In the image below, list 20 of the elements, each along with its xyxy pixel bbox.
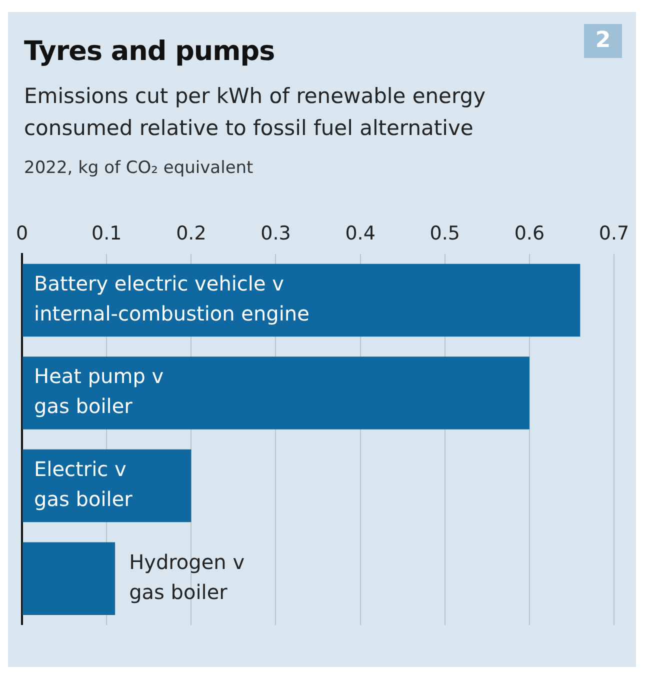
x-tick-label: 0.3 (260, 222, 291, 244)
y-tick-label: Electric v gas boiler (34, 457, 134, 512)
bar (22, 356, 530, 430)
x-axis-title: 2022, kg of CO₂ equivalent (24, 158, 254, 178)
x-tick-label: 0.5 (430, 222, 460, 244)
x-tick-label: 0.6 (514, 222, 545, 244)
x-tick-label: 0.1 (92, 222, 122, 244)
chart-title: Tyres and pumps (24, 36, 275, 67)
x-tick-label: 0.7 (598, 222, 630, 244)
chart-subtitle: Emissions cut per kWh of renewable energy consumed relative to fossil fuel alternative (24, 83, 486, 142)
text: 2 (584, 24, 622, 58)
bar (22, 542, 116, 615)
bar (22, 264, 580, 337)
x-tick-label: 0 (16, 222, 28, 244)
x-tick-label: 0.4 (345, 222, 376, 244)
y-tick-label: Battery electric vehicle v internal-combustion engine (34, 271, 310, 326)
bar (22, 449, 192, 522)
x-tick-label: 0.2 (176, 222, 206, 244)
y-tick-label: Hydrogen v gas boiler (129, 550, 245, 604)
y-tick-label: Heat pump v gas boiler (34, 364, 164, 418)
